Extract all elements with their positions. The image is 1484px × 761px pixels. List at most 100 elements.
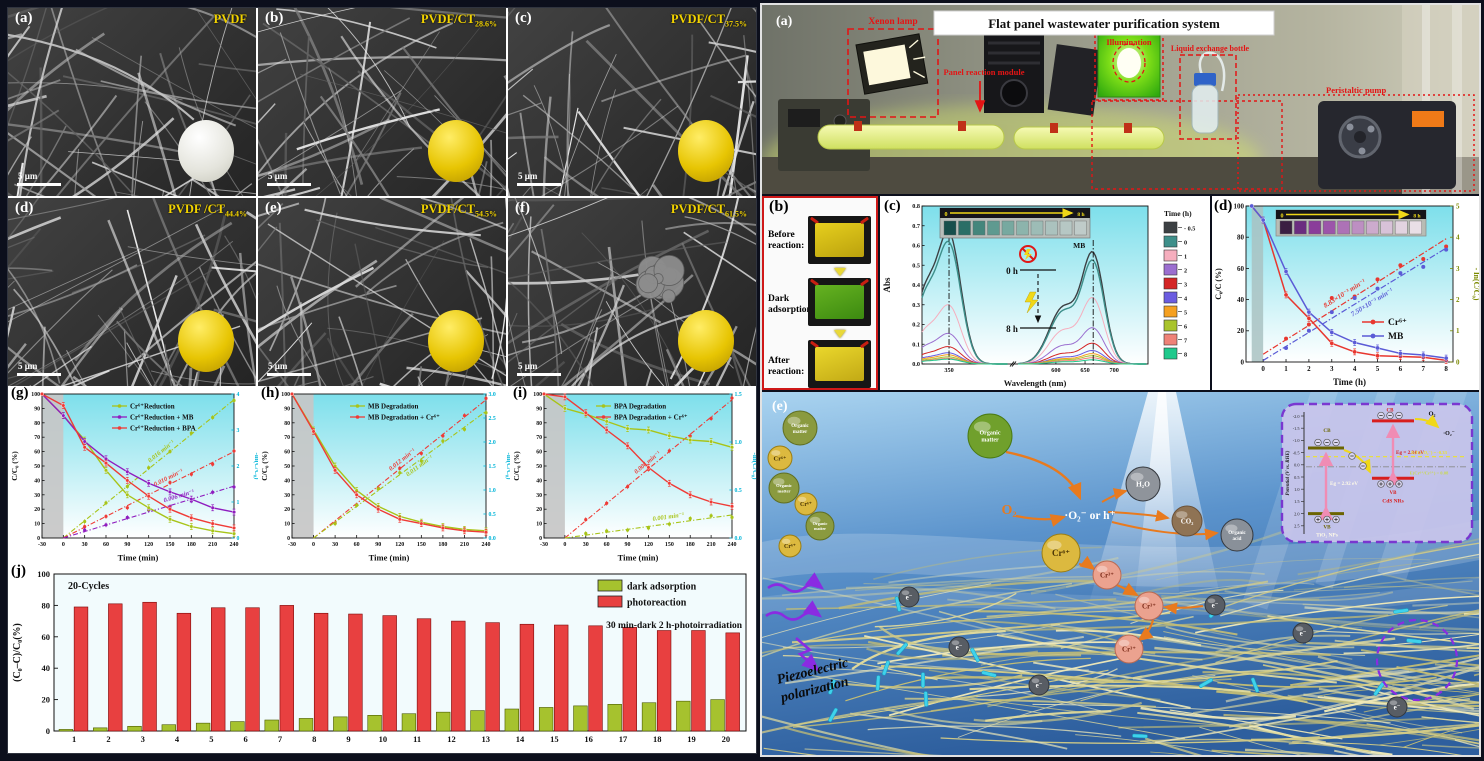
y-tick: 0 xyxy=(287,536,290,542)
y-tick: 20 xyxy=(42,695,51,705)
y-tick: 80 xyxy=(536,421,542,427)
x-tick: 30 xyxy=(82,542,88,548)
y2-tick: 3.0 xyxy=(489,392,496,398)
after-reaction-photo xyxy=(808,340,871,388)
cr3-circle: Cr³⁺ xyxy=(1114,634,1144,664)
x-tick: 2 xyxy=(1307,365,1311,373)
x-axis-label: Time (h) xyxy=(1333,377,1366,387)
y-tick: 20 xyxy=(284,507,290,513)
reaction-arrows xyxy=(1005,450,1219,642)
scale-bar xyxy=(267,373,311,376)
band-diagram-inset: -2.0 -1.5 -1.0 -0.5 0.0 0.5 1.0 1.5 2.0 2.5 Poten… xyxy=(1280,402,1474,544)
chart-c-spectra: (c) 0.0 0.1 0.2 0.3 0.4 0.5 0.6 0.7 0.8 Abs 350 600… xyxy=(880,196,1210,390)
y2-tick: 3 xyxy=(1456,265,1460,273)
legend-time-label: 1 xyxy=(1184,254,1187,261)
x-tick: 4 xyxy=(1353,365,1357,373)
sem-letter: (b) xyxy=(265,10,284,26)
panel-c-letter: (c) xyxy=(884,198,901,214)
illumination-label: Illumination xyxy=(1106,37,1152,47)
inset-o2-label: O₂ xyxy=(1428,411,1435,418)
x-tick: 90 xyxy=(375,542,381,548)
mechanism-scene: OrganicmatterOrganicmatterOrganicmatterC… xyxy=(719,352,1484,761)
organic-matter-label: matter xyxy=(814,526,826,531)
x-tick: 7 xyxy=(1422,365,1426,373)
x-tick: -30 xyxy=(288,542,296,548)
left-figure-block: (a) PVDF 5 μm (b) PVDF/CT28.6% 5 μm (c) PVDF/CT… xyxy=(7,7,759,754)
x-tick: 350 xyxy=(944,367,953,374)
scale-bar-label: 5 μm xyxy=(518,361,538,371)
x-tick: 180 xyxy=(686,542,695,548)
x-tick: 60 xyxy=(103,542,109,548)
y-tick: 0.4 xyxy=(912,282,920,289)
x-axis-label: Time (min) xyxy=(618,553,659,563)
potential-tick: 1.0 xyxy=(1294,487,1299,492)
light-beam-core xyxy=(1134,392,1180,607)
scale-bar-label: 5 μm xyxy=(268,361,288,371)
y2-tick: 5 xyxy=(1456,202,1460,210)
y2-tick: 0 xyxy=(1456,358,1460,366)
x-tick: 18 xyxy=(653,734,662,744)
potential-tick: -1.5 xyxy=(1293,426,1300,431)
scale-bar-label: 5 μm xyxy=(518,171,538,181)
y-tick: 70 xyxy=(536,435,542,441)
y-tick: 0 xyxy=(539,536,542,542)
panel-e-letter: (e) xyxy=(772,399,788,414)
legend-label: Cr⁶⁺ xyxy=(1388,318,1407,328)
potential-tick: 2.0 xyxy=(1294,511,1299,516)
tio2-vb-label: VB xyxy=(1323,525,1331,531)
legend-time-label: 6 xyxy=(1184,324,1187,331)
chart-j: (j) 0 20 40 60 80 100 (C₀–C)/C₀(%) 1 2 3 4 5 6 7 8 9 10 1… xyxy=(8,563,756,753)
scale-bar xyxy=(17,373,61,376)
y2-tick: 4 xyxy=(1456,234,1460,242)
panel-a-photo: Flat panel wastewater purification syste… xyxy=(762,5,1479,215)
x-tick: -30 xyxy=(540,542,548,548)
zero-hour-label: 0 h xyxy=(1006,266,1018,276)
y2-tick: 0.0 xyxy=(735,536,742,542)
x-tick: 60 xyxy=(354,542,360,548)
x-tick: 16 xyxy=(584,734,593,744)
x-tick: 6 xyxy=(1399,365,1403,373)
organic-matter-label: Organic xyxy=(791,424,809,429)
x-tick: 150 xyxy=(665,542,674,548)
tio2-eg-label: Eg = 2.92 eV xyxy=(1330,481,1358,487)
y-tick: 60 xyxy=(42,632,51,642)
x-tick: 3 xyxy=(141,734,145,744)
y-tick: 100 xyxy=(37,569,50,579)
panel-d-letter: (d) xyxy=(1214,198,1233,214)
y-tick: 0.0 xyxy=(912,361,920,368)
legend-time-label: 4 xyxy=(1184,296,1187,303)
panel-b-photos: (b) Before reaction: Dark adsorption: Af… xyxy=(762,196,878,390)
panel-letter-i: (i) xyxy=(513,385,528,401)
co2-circle: CO₂ xyxy=(1171,505,1203,537)
panel-letter-g: (g) xyxy=(11,385,29,401)
y-tick: 40 xyxy=(42,663,51,673)
lamp-housing-2 xyxy=(1047,44,1103,116)
sem-panel-f: (f) PVDF/CT61.5% 5 μm xyxy=(508,198,756,386)
x-tick: 90 xyxy=(124,542,130,548)
electron-label: e⁻ xyxy=(1394,703,1401,711)
chart-h: (h) -30 0 30 60 90 120 150 180 210 240 Time (min) 0… xyxy=(258,385,513,564)
x-tick: 3 xyxy=(1330,365,1334,373)
organic-matter-label: matter xyxy=(778,488,791,493)
y-tick: 90 xyxy=(536,406,542,412)
y-axis-label: C/C₀ (%) xyxy=(260,451,269,481)
x-tick: 10 xyxy=(379,734,388,744)
x-tick: 120 xyxy=(644,542,653,548)
x-tick: 180 xyxy=(187,542,196,548)
rod-highlight-circle xyxy=(1375,618,1459,702)
sem-panel-d: (d) PVDF /CT44.4% 5 μm xyxy=(8,198,256,386)
legend-time-label: 0 xyxy=(1184,240,1187,247)
legend-label: BPA Degradation xyxy=(614,402,666,410)
y2-tick: 0 xyxy=(237,536,240,542)
x-axis-label: Wavelength (nm) xyxy=(1004,378,1067,388)
x-tick: 4 xyxy=(175,734,180,744)
y2-tick: 0.5 xyxy=(489,512,496,518)
x-tick: 6 xyxy=(244,734,248,744)
electron-circle: e⁻ xyxy=(1028,674,1050,696)
y2-tick: 1 xyxy=(1456,327,1460,335)
bottle-callout-box xyxy=(1179,54,1237,140)
cr6-circle: Cr⁶⁺ xyxy=(1041,533,1081,573)
